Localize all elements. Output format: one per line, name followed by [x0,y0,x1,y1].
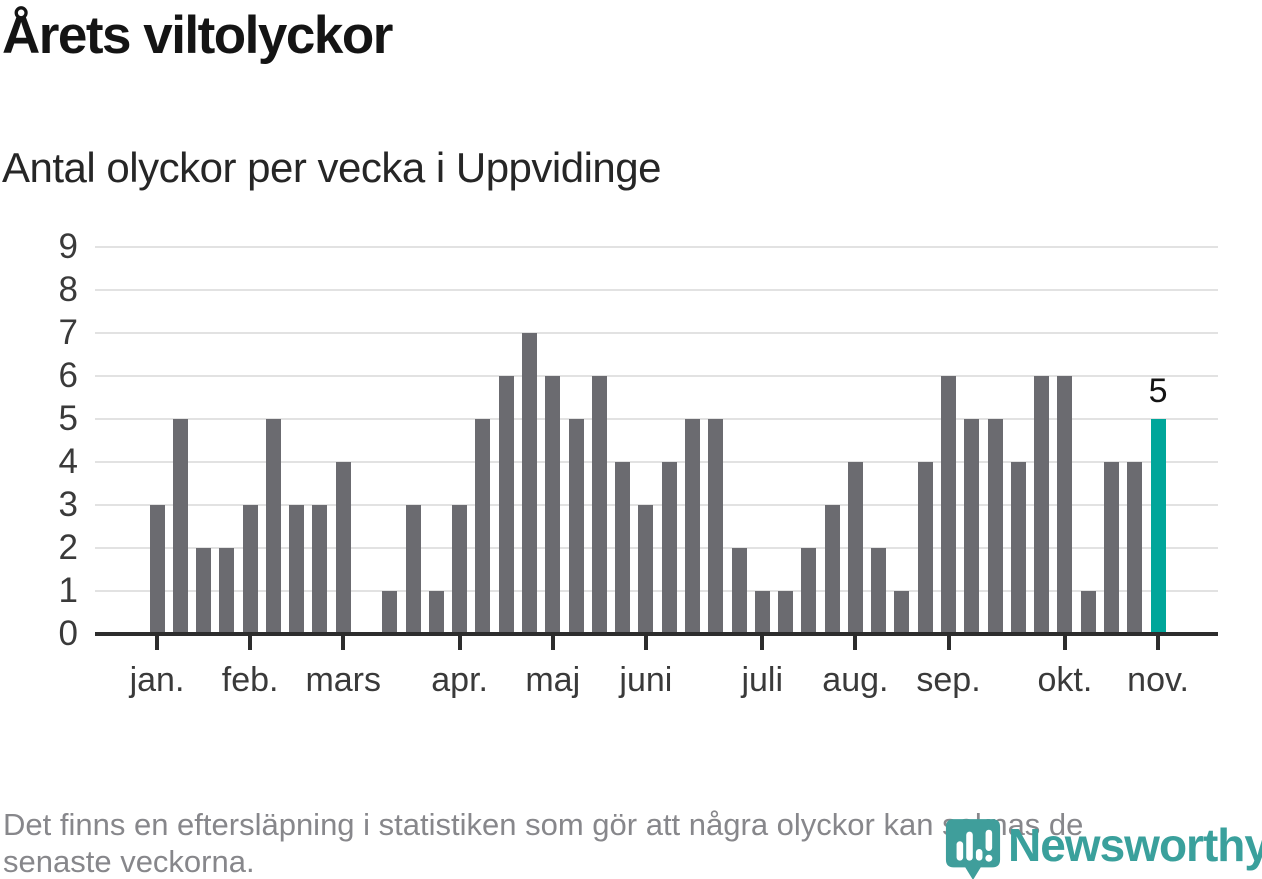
bar-week-7 [289,505,305,634]
bar-week-16 [498,376,514,634]
bar-week-4 [219,548,235,634]
y-axis-label-9: 9 [58,227,78,266]
x-axis-tick-mars [341,636,346,650]
bar-week-38 [1010,462,1026,634]
bar-week-42 [1103,462,1119,634]
gridline-y-2 [95,547,1218,549]
x-axis-tick-sep [946,636,951,650]
x-axis-tick-okt [1062,636,1067,650]
y-axis-label-0: 0 [58,614,78,653]
gridline-y-1 [95,590,1218,592]
bar-week-31 [847,462,863,634]
bar-week-34 [917,462,933,634]
bar-week-13 [428,591,444,634]
newsworthy-pin-icon [945,819,1001,879]
x-axis-label-jan: jan. [129,661,185,699]
bar-week-14 [452,505,468,634]
y-axis-label-6: 6 [58,356,78,395]
bar-week-12 [405,505,421,634]
x-axis-tick-aug [853,636,858,650]
y-axis-label-4: 4 [58,442,78,481]
gridline-y-4 [95,461,1218,463]
y-axis-label-3: 3 [58,485,78,524]
x-axis-label-apr: apr. [431,661,488,699]
bar-week-3 [196,548,212,634]
x-axis-tick-apr [457,636,462,650]
bar-week-17 [521,333,537,634]
x-axis-label-maj: maj [525,661,581,699]
x-axis-line [95,632,1218,636]
gridline-y-9 [95,246,1218,248]
bar-week-33 [894,591,910,634]
gridline-y-8 [95,289,1218,291]
bar-week-1 [149,505,165,634]
y-axis-label-7: 7 [58,313,78,352]
x-axis-label-mars: mars [305,661,382,699]
bar-week-20 [591,376,607,634]
bar-week-37 [987,419,1003,634]
bar-week-27 [754,591,770,634]
gridline-y-6 [95,375,1218,377]
bar-week-26 [731,548,747,634]
bar-week-15 [475,419,491,634]
bar-week-29 [801,548,817,634]
bar-week-25 [708,419,724,634]
x-axis-tick-juni [643,636,648,650]
bar-week-35 [941,376,957,634]
x-axis-label-nov: nov. [1127,661,1189,699]
bar-week-39 [1034,376,1050,634]
bar-week-19 [568,419,584,634]
y-axis-label-2: 2 [58,528,78,567]
bar-week-6 [265,419,281,634]
x-axis-tick-maj [550,636,555,650]
footnote-line: Det finns en eftersläpning i statistiken… [3,807,1084,842]
bar-week-18 [545,376,561,634]
newsworthy-logo: Newsworthy [944,816,1262,879]
bar-week-2 [172,419,188,634]
bar-week-32 [871,548,887,634]
bar-week-24 [684,419,700,634]
bar-week-28 [778,591,794,634]
bar-week-5 [242,505,258,634]
bar-week-36 [964,419,980,634]
bar-week-30 [824,505,840,634]
bar-week-22 [638,505,654,634]
bar-week-41 [1080,591,1096,634]
gridline-y-5 [95,418,1218,420]
y-axis-label-8: 8 [58,270,78,309]
y-axis-label-1: 1 [58,571,78,610]
x-axis-label-sep: sep. [916,661,981,699]
footnote: Det finns en eftersläpning i statistiken… [3,806,1083,879]
bar-week-9 [335,462,351,634]
newsworthy-wordmark: Newsworthy [1008,819,1262,871]
bar-week-21 [615,462,631,634]
x-axis-label-feb: feb. [221,661,279,699]
x-axis-tick-feb [248,636,253,650]
bar-week-11 [382,591,398,634]
highlight-value-label: 5 [1148,372,1168,410]
bar-week-8 [312,505,328,634]
gridline-y-7 [95,332,1218,334]
x-axis-label-juli: juli [741,661,784,699]
x-axis-label-okt: okt. [1037,661,1093,699]
bar-week-23 [661,462,677,634]
bar-week-40 [1057,376,1073,634]
bar-week-43 [1127,462,1143,634]
gridline-y-3 [95,504,1218,506]
x-axis-label-juni: juni [619,661,673,699]
bar-week-44-highlighted [1150,419,1166,634]
chart-subtitle: Antal olyckor per vecka i Uppvidinge [2,144,662,191]
y-axis-label-5: 5 [58,399,78,438]
page-title: Årets viltolyckor [2,6,393,65]
x-axis-tick-juli [760,636,765,650]
x-axis-label-aug: aug. [822,661,889,699]
x-axis-tick-jan [155,636,159,650]
x-axis-tick-nov [1156,636,1161,650]
footnote-line: senaste veckorna. [3,844,255,879]
